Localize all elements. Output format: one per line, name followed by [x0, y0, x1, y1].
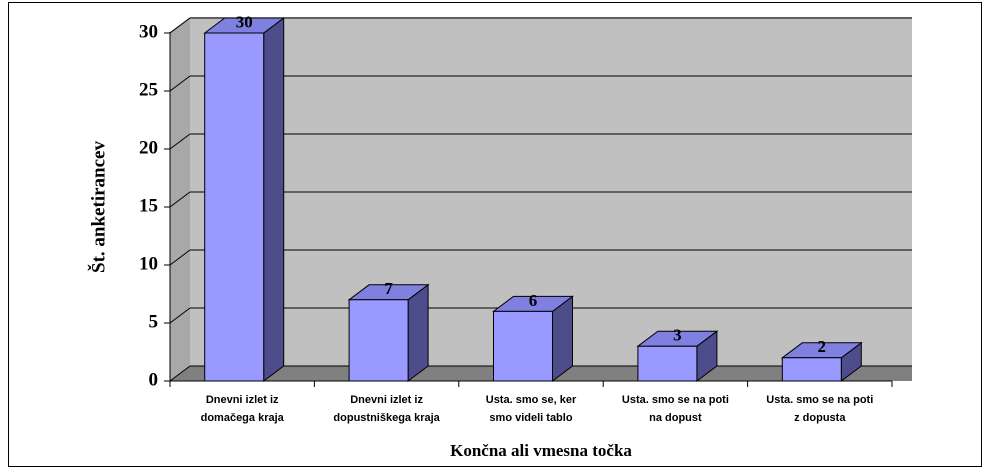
bar: [780, 341, 863, 382]
x-tick-label: dopustniškega kraja: [333, 412, 440, 424]
x-tick-label: Usta. smo se na poti: [622, 394, 729, 406]
grid-line: [169, 365, 191, 382]
y-tick-label: 30: [139, 21, 158, 42]
bar-side: [263, 17, 285, 382]
value-label: 7: [384, 279, 393, 298]
y-tick-label: 5: [149, 311, 159, 332]
value-label: 6: [529, 291, 538, 310]
value-label: 2: [818, 337, 827, 356]
x-tick-label: Usta. smo se na poti: [766, 394, 873, 406]
bar-side: [407, 283, 429, 382]
y-tick-label: 20: [139, 137, 158, 158]
bar: [492, 295, 574, 382]
bar-front: [637, 345, 698, 382]
grid-line: [169, 249, 191, 266]
y-tick-label: 10: [139, 253, 158, 274]
bar-front: [493, 310, 553, 382]
x-tick-label: domačega kraja: [201, 412, 285, 424]
value-label: 3: [673, 326, 682, 345]
x-tick-label: Dnevni izlet iz: [350, 394, 423, 406]
grid-line: [169, 17, 191, 34]
grid-line: [169, 133, 191, 150]
bar-front: [204, 32, 265, 382]
x-tick-label: Usta. smo se, ker: [486, 394, 577, 406]
grid-line: [169, 75, 191, 92]
x-tick-label: smo videli tablo: [489, 412, 572, 424]
grid-line: [169, 307, 191, 324]
y-tick-label: 15: [139, 195, 158, 216]
x-tick-label: na dopust: [649, 412, 702, 424]
x-tick-label: z dopusta: [794, 412, 846, 424]
bar-front: [348, 299, 409, 382]
x-axis-title: Končna ali vmesna točka: [450, 441, 632, 460]
value-label: 30: [236, 12, 253, 31]
y-tick-label: 25: [139, 79, 158, 100]
bar: [203, 17, 286, 382]
bar: [636, 330, 719, 382]
bar-front: [781, 357, 842, 382]
x-tick-label: Dnevni izlet iz: [206, 394, 279, 406]
y-axis-title: Št. anketirancev: [87, 141, 109, 273]
grid-line: [169, 191, 191, 208]
bar: [347, 283, 430, 382]
y-tick-label: 0: [149, 369, 159, 390]
